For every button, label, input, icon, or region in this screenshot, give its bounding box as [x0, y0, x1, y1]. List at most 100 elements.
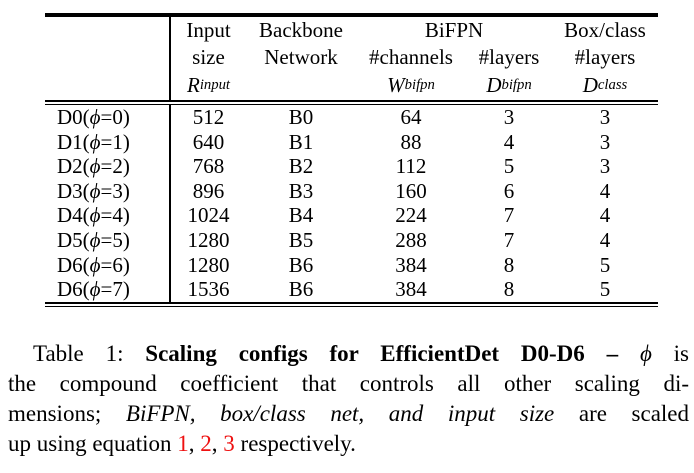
header-backbone-line2: Network — [264, 44, 338, 69]
label-punct: ) — [122, 154, 130, 179]
label-punct: ( — [82, 129, 90, 154]
phi-value: 2 — [112, 154, 123, 179]
cell-backbone: B2 — [288, 154, 314, 179]
model-name: D6 — [57, 277, 83, 302]
cell-boxclass-layers: 5 — [599, 252, 611, 277]
table-rule-bottom — [45, 301, 658, 307]
equation-3-link[interactable]: 3 — [223, 431, 235, 456]
table-row: D6 (ϕ = 7) 1536 B6 384 8 5 — [45, 277, 658, 303]
phi-symbol: ϕ — [89, 154, 101, 179]
row-label: D6 (ϕ = 7) — [45, 277, 171, 303]
cell-bifpn-channels: 224 — [395, 203, 427, 228]
cell-boxclass-layers: 4 — [599, 178, 611, 203]
cell-bifpn-layers: 5 — [503, 154, 515, 179]
table-row: D5 (ϕ = 5) 1280 B5 288 7 4 — [45, 227, 658, 253]
model-name: D1 — [57, 129, 83, 154]
math-W: W — [387, 72, 405, 97]
label-punct: ( — [82, 252, 90, 277]
label-punct: = — [100, 129, 113, 154]
cell-backbone: B6 — [288, 252, 314, 277]
caption-text: is — [651, 341, 690, 366]
math-R-subscript: input — [199, 76, 231, 93]
table-row: D6 (ϕ = 6) 1280 B6 384 8 5 — [45, 252, 658, 278]
row-label: D1 (ϕ = 1) — [45, 129, 171, 155]
cell-bifpn-channels: 112 — [395, 154, 427, 179]
phi-value: 0 — [112, 105, 123, 129]
table-row: D2 (ϕ = 2) 768 B2 112 5 3 — [45, 154, 658, 180]
model-name: D2 — [57, 154, 83, 179]
cell-input-size: 1280 — [187, 227, 230, 252]
header-backbone-line1: Backbone — [259, 18, 343, 42]
caption-title-bold: Scaling configs for EfficientDet D0-D6 – — [145, 341, 640, 366]
cell-bifpn-layers: 8 — [503, 277, 515, 302]
table-row: D3 (ϕ = 3) 896 B3 160 6 4 — [45, 178, 658, 204]
label-punct: ( — [82, 105, 90, 129]
cell-bifpn-channels: 88 — [400, 129, 422, 154]
label-punct: ( — [82, 178, 90, 203]
math-R: R — [186, 72, 200, 97]
header-input-line2: size — [192, 44, 225, 69]
equation-2-link[interactable]: 2 — [200, 431, 212, 456]
label-punct: ) — [122, 252, 130, 277]
equation-1-link[interactable]: 1 — [177, 431, 189, 456]
label-punct: ) — [122, 203, 130, 228]
phi-symbol: ϕ — [89, 227, 101, 252]
math-D-class: D — [582, 72, 598, 97]
cell-boxclass-layers: 3 — [599, 129, 611, 154]
cell-bifpn-channels: 384 — [395, 252, 427, 277]
cell-bifpn-layers: 7 — [503, 227, 515, 252]
table-body: D0 (ϕ = 0) 512 B0 64 3 3 D1 (ϕ = 1) 640 … — [45, 105, 658, 303]
phi-symbol: ϕ — [89, 178, 101, 203]
caption-italic-terms: BiFPN, box/class net, and input size — [125, 401, 555, 426]
caption-text: mensions; — [8, 401, 126, 426]
phi-symbol: ϕ — [89, 105, 101, 129]
caption-line-4: up using equation 1, 2, 3 respectively. — [8, 429, 689, 459]
cell-bifpn-layers: 6 — [503, 178, 515, 203]
math-D-bifpn: D — [486, 72, 502, 97]
label-punct: ( — [82, 203, 90, 228]
label-punct: ) — [122, 105, 130, 129]
table-rule-top — [45, 13, 658, 17]
header-boxclass-line1: Box/class — [564, 18, 646, 42]
label-punct: = — [100, 178, 113, 203]
cell-backbone: B0 — [288, 105, 314, 129]
cell-bifpn-layers: 7 — [503, 203, 515, 228]
header-input-line1: Input — [186, 18, 231, 42]
cell-bifpn-layers: 3 — [503, 105, 515, 129]
label-punct: ) — [122, 129, 130, 154]
row-label: D3 (ϕ = 3) — [45, 178, 171, 204]
model-name: D0 — [57, 105, 83, 129]
phi-value: 6 — [112, 252, 123, 277]
header-bifpn-layers-label: #layers — [478, 44, 540, 69]
math-W-subscript: bifpn — [404, 76, 435, 93]
label-punct: ( — [82, 227, 90, 252]
header-bifpn-group: BiFPN — [424, 18, 484, 42]
cell-bifpn-channels: 64 — [400, 105, 422, 129]
phi-value: 5 — [112, 227, 123, 252]
caption-line-3: mensions; BiFPN, box/class net, and inpu… — [8, 399, 689, 429]
row-label: D0 (ϕ = 0) — [45, 105, 171, 130]
cell-boxclass-layers: 4 — [599, 227, 611, 252]
table-rule-mid — [45, 100, 658, 105]
label-punct: ( — [82, 154, 90, 179]
cell-backbone: B5 — [288, 227, 314, 252]
phi-symbol: ϕ — [89, 129, 101, 154]
table-caption: Table 1: Scaling configs for EfficientDe… — [8, 339, 689, 459]
label-punct: = — [100, 277, 113, 302]
label-punct: ( — [82, 277, 90, 302]
cell-boxclass-layers: 3 — [599, 105, 611, 129]
phi-symbol: ϕ — [89, 203, 101, 228]
row-label: D4 (ϕ = 4) — [45, 203, 171, 229]
phi-symbol: ϕ — [89, 252, 101, 277]
table-row: D0 (ϕ = 0) 512 B0 64 3 3 — [45, 105, 658, 130]
table-row: D1 (ϕ = 1) 640 B1 88 4 3 — [45, 129, 658, 155]
cell-backbone: B1 — [288, 129, 314, 154]
cell-boxclass-layers: 5 — [599, 277, 611, 302]
cell-boxclass-layers: 4 — [599, 203, 611, 228]
label-punct: = — [100, 203, 113, 228]
table-row: D4 (ϕ = 4) 1024 B4 224 7 4 — [45, 203, 658, 229]
label-punct: = — [100, 252, 113, 277]
phi-value: 7 — [112, 277, 123, 302]
